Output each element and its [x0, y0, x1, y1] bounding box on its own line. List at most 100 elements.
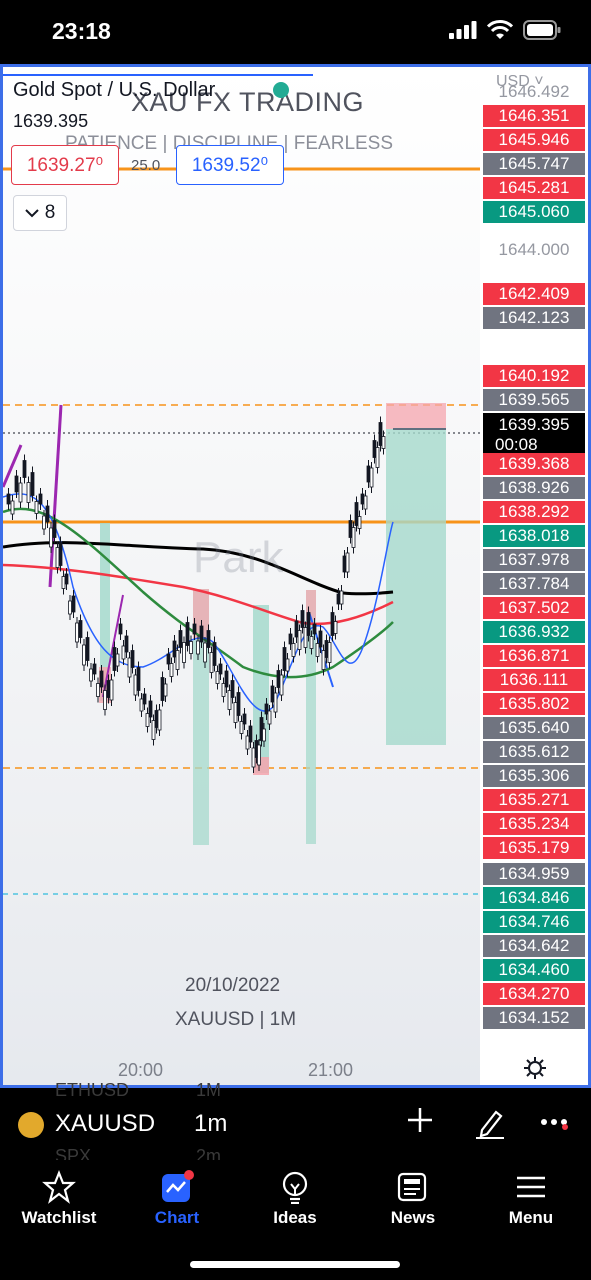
candle-body	[200, 626, 203, 642]
price-label: 1638.018	[483, 525, 585, 547]
price-scale[interactable]: 1646.492 1646.351 1645.946 1645.747 1645.281…	[480, 67, 588, 1085]
currency-label: USD	[496, 73, 530, 90]
chevron-down-icon: ˅	[534, 73, 543, 90]
candle-body	[27, 483, 30, 503]
candle-body	[252, 748, 255, 767]
price-label: 1638.292	[483, 501, 585, 523]
candle-body	[170, 664, 173, 677]
candle-body	[322, 651, 325, 670]
candle-body	[161, 678, 164, 701]
nav-watchlist[interactable]: Watchlist	[4, 1170, 114, 1228]
plus-icon[interactable]	[406, 1106, 434, 1134]
gold-coin-icon	[18, 1112, 44, 1138]
candle-body	[155, 711, 158, 728]
price-label-value: 1636.932	[483, 621, 585, 643]
price-label-value: 1634.959	[483, 863, 585, 885]
park-watermark: Park	[193, 533, 283, 583]
price-label-value: 1638.926	[483, 477, 585, 499]
candle-body	[39, 494, 42, 504]
candle-body	[146, 714, 149, 727]
candle-body	[79, 621, 82, 638]
candle-body	[265, 704, 268, 714]
candle-body	[216, 672, 219, 684]
wifi-icon	[487, 20, 513, 40]
timeframe-button[interactable]: 1m	[194, 1110, 227, 1138]
indicators-collapse-button[interactable]: 8	[13, 195, 67, 231]
price-label: 1635.271	[483, 789, 585, 811]
candle-body	[56, 548, 59, 568]
candle-body	[197, 641, 200, 654]
candle-body	[283, 648, 286, 671]
candle-body	[76, 623, 79, 642]
candle-body	[50, 528, 53, 547]
nav-news[interactable]: News	[358, 1170, 468, 1228]
price-label: 1634.746	[483, 911, 585, 933]
candle-body	[316, 644, 319, 657]
candle-body	[125, 636, 128, 652]
chart-area[interactable]: XAU FX TRADING PATIENCE | DISCIPLINE | F…	[3, 67, 480, 1085]
candle-body	[234, 703, 237, 723]
price-label: 1645.060	[483, 201, 585, 223]
candle-body	[59, 543, 62, 566]
symbol-toolbar: ETHUSD 1M XAUUSD 1m SPX 2m	[0, 1088, 591, 1160]
candle-body	[376, 448, 379, 468]
nav-chart[interactable]: Chart	[122, 1170, 232, 1228]
nav-ideas[interactable]: Ideas	[240, 1170, 350, 1228]
more-icon[interactable]	[540, 1116, 572, 1130]
price-label: 1638.926	[483, 477, 585, 499]
nav-menu[interactable]: Menu	[476, 1170, 586, 1228]
candle-body	[179, 631, 182, 648]
candle-body	[373, 441, 376, 458]
lightbulb-icon	[278, 1170, 312, 1204]
symbol-search-button[interactable]: XAUUSD	[55, 1110, 155, 1138]
candle-body	[337, 594, 340, 604]
settings-gear-icon[interactable]	[524, 1057, 546, 1079]
sell-button[interactable]: 1639.27⁰	[11, 145, 119, 185]
candle-body	[231, 681, 234, 698]
ghost-timeframe: 1M	[196, 1080, 221, 1101]
spread-value: 25.0	[131, 157, 160, 174]
drawing-pen-icon[interactable]	[474, 1106, 506, 1140]
price-label: 1634.270	[483, 983, 585, 1005]
symbol-name[interactable]: Gold Spot / U.S. Dollar	[13, 79, 215, 102]
candle-body	[352, 528, 355, 548]
candle-body	[65, 574, 68, 584]
nav-label: Chart	[155, 1208, 199, 1227]
nav-label: Watchlist	[22, 1208, 97, 1227]
price-label: 1639.395 00:08	[483, 413, 585, 457]
candle-body	[243, 714, 246, 724]
price-label-value: 1638.018	[483, 525, 585, 547]
signal-icon	[449, 21, 477, 39]
candle-body	[367, 466, 370, 482]
price-label-value: 1645.060	[483, 201, 585, 223]
stop-loss-zone	[386, 403, 446, 429]
candle-body	[295, 621, 298, 637]
candle-body	[15, 476, 18, 492]
price-label: 1642.409	[483, 283, 585, 305]
price-label-value: 1636.111	[483, 669, 585, 691]
currency-selector[interactable]: USD ˅	[496, 73, 544, 91]
price-label: 1634.846	[483, 887, 585, 909]
candle-body	[225, 671, 228, 687]
candle-body	[280, 675, 283, 695]
chevron-down-icon	[25, 208, 39, 218]
candle-body	[90, 669, 93, 681]
chart-panel[interactable]: XAU FX TRADING PATIENCE | DISCIPLINE | F…	[0, 64, 591, 1088]
price-label-value: 1634.746	[483, 911, 585, 933]
candle-body	[289, 634, 292, 644]
price-label: 1635.802	[483, 693, 585, 715]
price-label-value: 1635.234	[483, 813, 585, 835]
candle-body	[186, 623, 189, 646]
candle-body	[249, 726, 252, 742]
buy-button[interactable]: 1639.52⁰	[176, 145, 284, 185]
candle-body	[382, 437, 385, 449]
price-label-value: 1635.179	[483, 837, 585, 859]
candle-body	[143, 694, 146, 704]
candle-body	[158, 710, 161, 730]
candle-body	[23, 461, 26, 478]
price-label: 1635.234	[483, 813, 585, 835]
price-label: 1635.179	[483, 837, 585, 859]
price-label: 1634.959	[483, 863, 585, 885]
candle-body	[53, 521, 56, 538]
candle-body	[149, 701, 152, 717]
